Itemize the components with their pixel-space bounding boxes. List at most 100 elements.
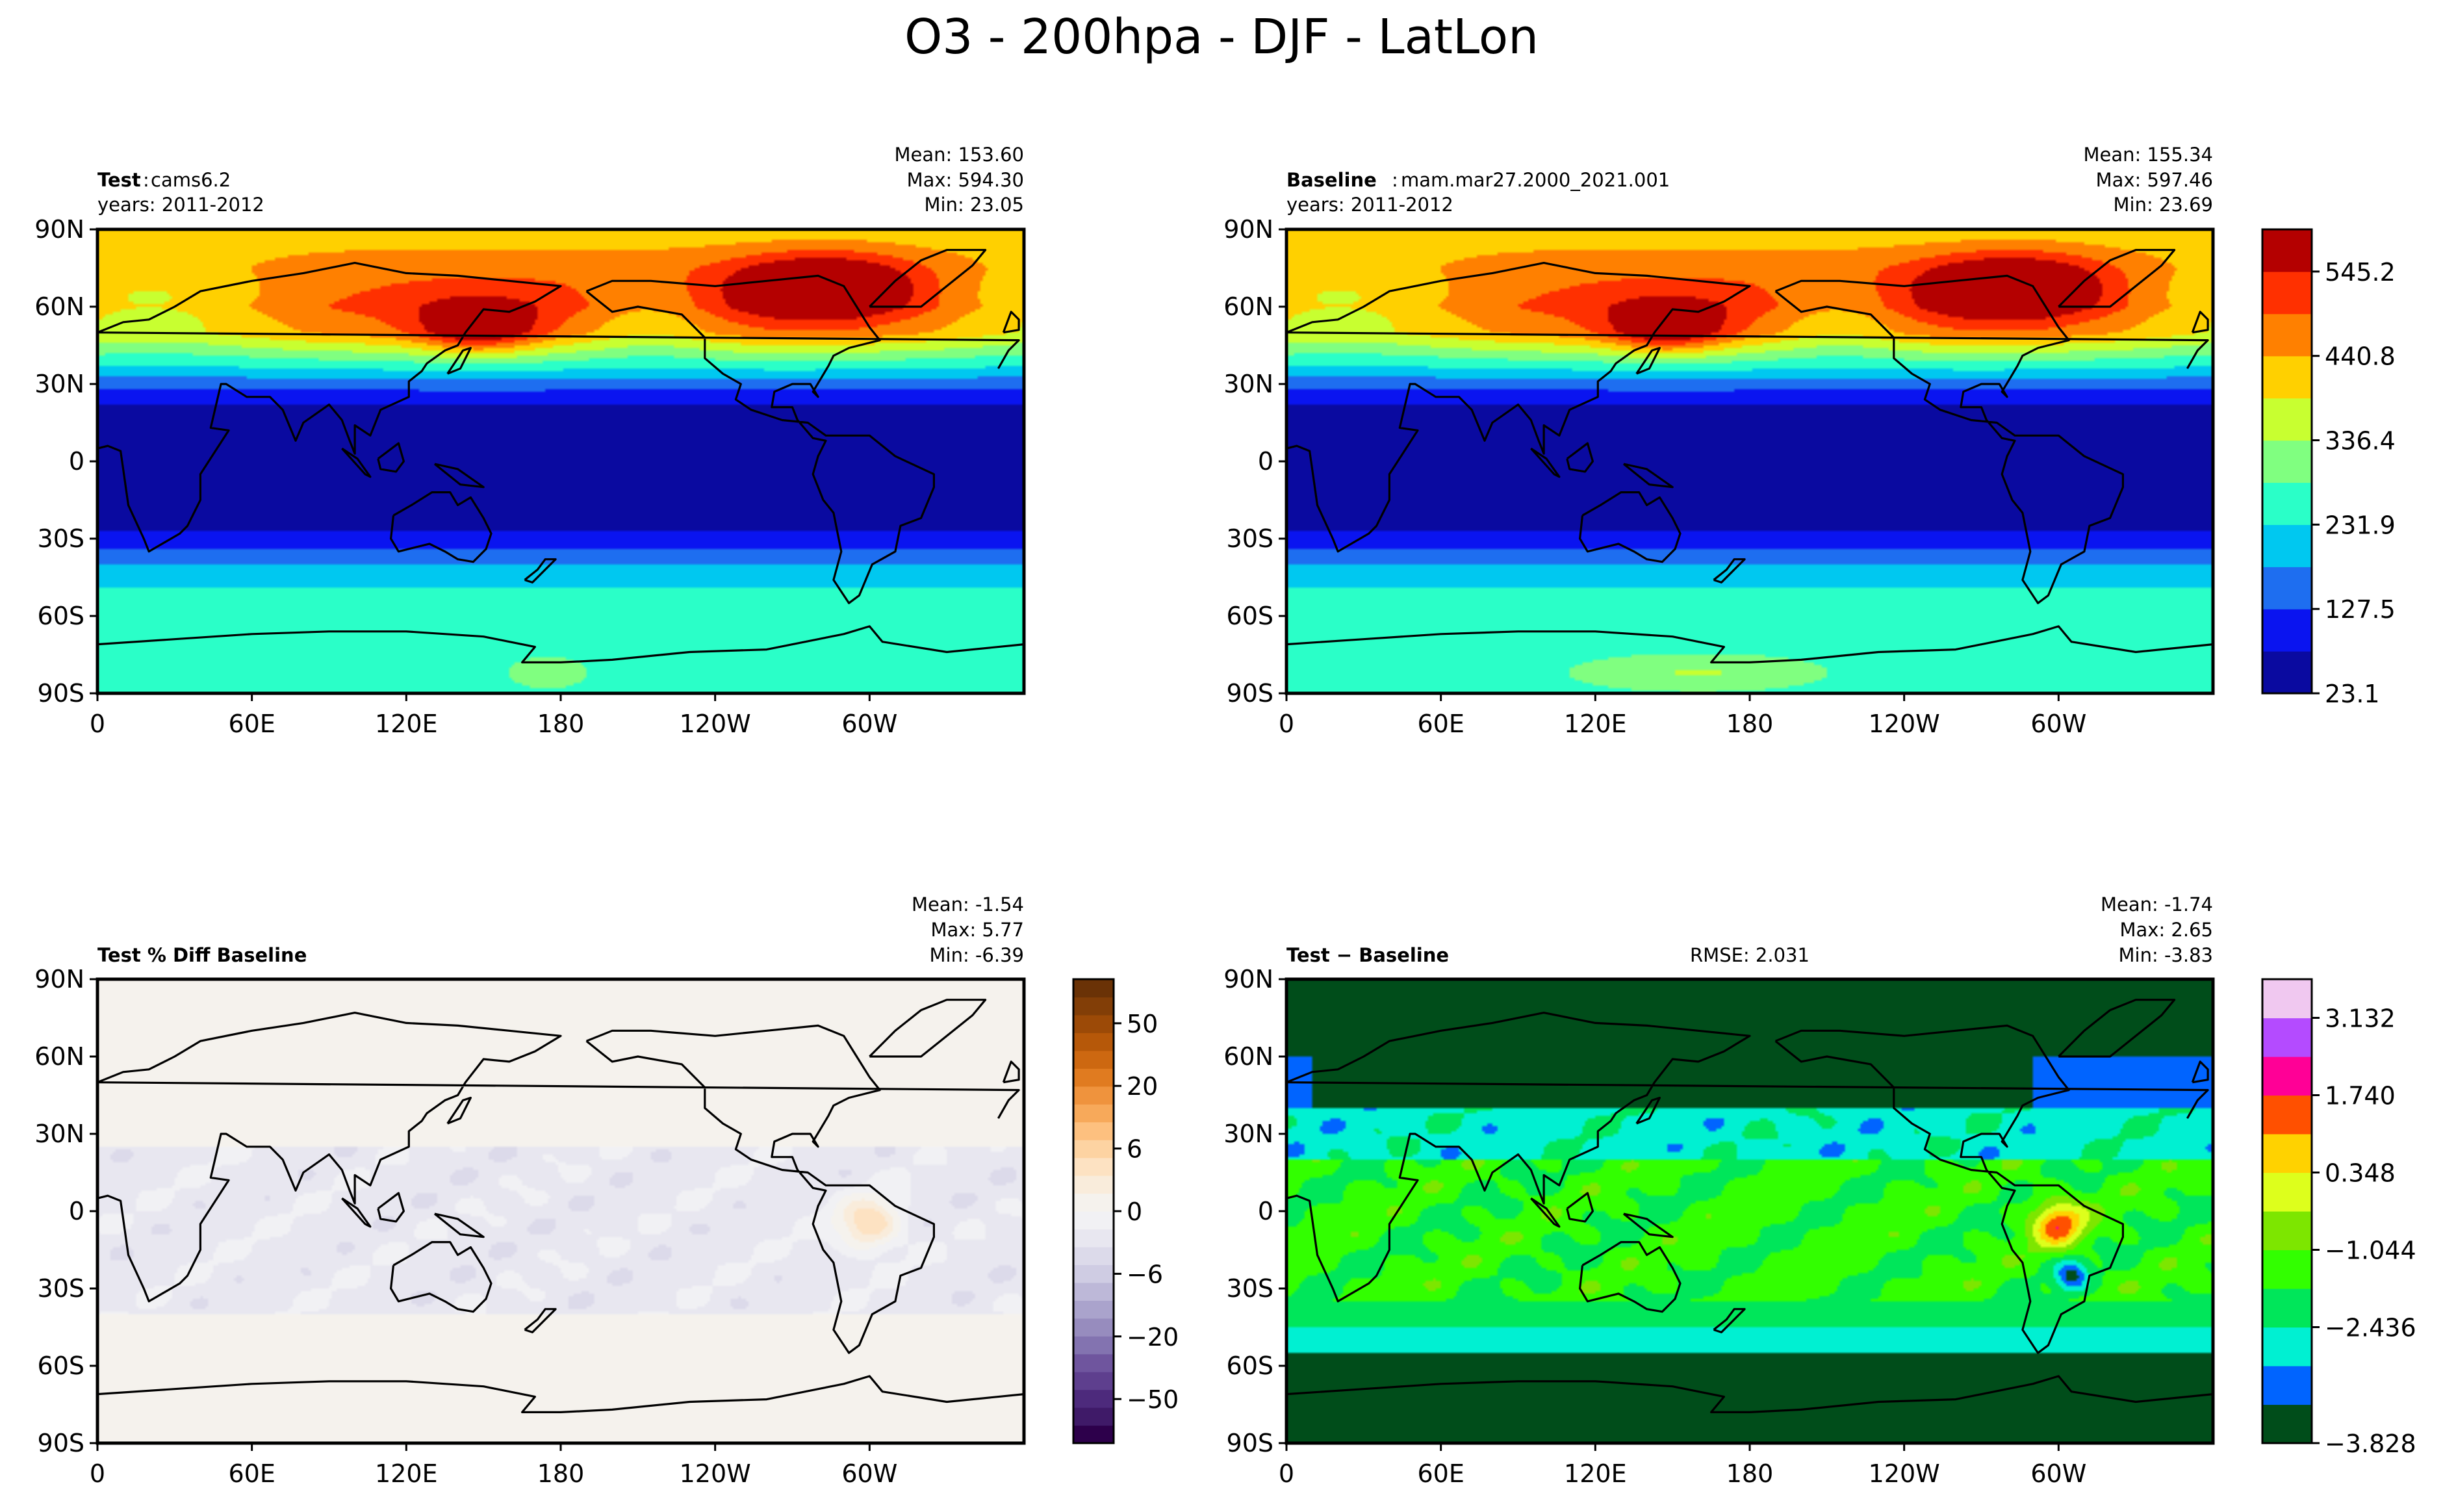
y-tick-label: 90S [38, 1429, 84, 1457]
panel-test-x-axis: 0 60E 120E 180 120W 60W [90, 693, 897, 738]
colorbar-tick-label: 545.2 [2325, 258, 2396, 287]
panel-abs-diff-field [1286, 979, 2213, 1443]
x-tick-label: 180 [1726, 1459, 1774, 1488]
panel-abs-diff-mean: Mean: -1.74 [2101, 893, 2213, 916]
colorbar-swatch [1073, 1425, 1114, 1444]
panel-abs-diff-x-axis: 0 60E 120E 180 120W 60W [1279, 1443, 2086, 1488]
panel-test-max: Max: 594.30 [907, 169, 1024, 191]
panel-baseline: Baseline : mam.mar27.2000_2021.001 years… [1223, 144, 2215, 738]
y-tick-label: 60S [38, 1352, 84, 1380]
panel-test-label-bold: Test [97, 169, 141, 191]
panel-baseline-ozone-field [1286, 229, 2213, 693]
panel-baseline-label-bold: Baseline [1286, 169, 1377, 191]
x-tick-label: 60W [2030, 710, 2086, 738]
panel-test-ozone-field [97, 229, 1024, 693]
x-tick-label: 120E [375, 1459, 438, 1488]
colorbar-swatch [1073, 979, 1114, 998]
y-tick-label: 30S [1227, 1274, 1273, 1303]
colorbar-swatch [1073, 1140, 1114, 1159]
y-tick-label: 60S [1227, 1352, 1273, 1380]
panel-baseline-label-value: mam.mar27.2000_2021.001 [1401, 169, 1670, 191]
colorbar-swatch [1073, 1246, 1114, 1265]
panel-abs-diff-coastlines [1286, 999, 2214, 1413]
panel-test-y-axis: 90N 60N 30N 0 30S 60S 90S [34, 215, 97, 708]
colorbar-swatch [2262, 1172, 2312, 1212]
x-tick-label: 180 [1726, 710, 1774, 738]
colorbar-swatch [1073, 1157, 1114, 1176]
y-tick-label: 90N [34, 215, 84, 244]
colorbar-swatch [1073, 1318, 1114, 1337]
x-tick-label: 60W [841, 710, 897, 738]
panel-test-mean: Mean: 153.60 [895, 144, 1024, 166]
panel-pct-diff-coastlines [97, 999, 1025, 1413]
panel-abs-diff-label: Test − Baseline [1286, 944, 1449, 966]
x-tick-label: 60E [228, 710, 275, 738]
panel-pct-diff-field [97, 979, 1024, 1443]
colorbar-swatch [2262, 1366, 2312, 1405]
colorbar-swatch [2262, 1327, 2312, 1366]
colorbar-swatch [1073, 1264, 1114, 1283]
y-tick-label: 60N [1223, 1042, 1273, 1071]
colorbar-swatch [1073, 1086, 1114, 1105]
y-tick-label: 60S [1227, 602, 1273, 630]
colorbar-frame [2261, 228, 2313, 695]
panel-abs-diff-min: Min: -3.83 [2119, 944, 2213, 966]
y-tick-label: 90N [1223, 965, 1273, 993]
colorbar-swatch [1073, 1353, 1114, 1372]
y-tick-label: 30S [38, 1274, 84, 1303]
panel-test-coastlines [97, 249, 1025, 663]
panel-test-label-sep: : [143, 169, 149, 191]
x-tick-label: 60E [228, 1459, 275, 1488]
colorbar-tick-label: 6 [1127, 1135, 1142, 1164]
colorbar-tick-label: 440.8 [2325, 342, 2396, 371]
x-tick-label: 120E [1564, 1459, 1627, 1488]
colorbar-tick-label: 3.132 [2325, 1005, 2396, 1033]
panel-abs-diff-rmse: RMSE: 2.031 [1690, 944, 1810, 966]
y-tick-label: 30N [34, 370, 84, 398]
panel-test-min: Min: 23.05 [925, 194, 1024, 216]
colorbar-swatch [2262, 398, 2312, 441]
colorbar-swatch [2262, 1211, 2312, 1251]
panel-baseline-years: years: 2011-2012 [1286, 194, 1453, 216]
colorbar-swatch [2262, 524, 2312, 567]
x-tick-label: 120W [680, 710, 751, 738]
y-tick-label: 60S [38, 602, 84, 630]
colorbar-swatch [1073, 1032, 1114, 1051]
colorbar-swatch [1073, 1014, 1114, 1033]
colorbar-tick-label: 50 [1127, 1010, 1158, 1038]
y-tick-label: 90S [1227, 1429, 1273, 1457]
y-tick-label: 30N [34, 1120, 84, 1148]
colorbar-tick-label: −2.436 [2325, 1314, 2416, 1342]
colorbar-swatch [2262, 567, 2312, 609]
y-tick-label: 90N [1223, 215, 1273, 244]
panel-pct-diff-y-axis: 90N 60N 30N 0 30S 60S 90S [34, 965, 97, 1457]
colorbar-swatch [2262, 609, 2312, 652]
colorbar-swatch [2262, 1095, 2312, 1134]
panel-baseline-max: Max: 597.46 [2096, 169, 2213, 191]
y-tick-label: 0 [69, 447, 84, 476]
colorbar-swatch [1073, 1068, 1114, 1087]
colorbar-swatch [2262, 440, 2312, 483]
colorbar-swatch [2262, 271, 2312, 314]
x-tick-label: 60W [841, 1459, 897, 1488]
panel-test-years: years: 2011-2012 [97, 194, 264, 216]
y-tick-label: 90S [1227, 679, 1273, 708]
x-tick-label: 0 [90, 710, 105, 738]
x-tick-label: 180 [537, 1459, 585, 1488]
colorbar-swatch [1073, 1211, 1114, 1230]
colorbar-swatch [2262, 482, 2312, 525]
colorbar-swatch [1073, 1372, 1114, 1390]
colorbar-swatch [2262, 313, 2312, 357]
panel-baseline-label-sep: : [1392, 169, 1398, 191]
x-tick-label: 120W [1869, 1459, 1940, 1488]
panel-pct-diff-min: Min: -6.39 [930, 944, 1024, 966]
panel-pct-diff-mean: Mean: -1.54 [912, 893, 1024, 916]
colorbar-tick-label: −6 [1127, 1260, 1163, 1288]
colorbar-frame [2261, 978, 2313, 1444]
colorbar-swatch [1073, 1121, 1114, 1140]
y-tick-label: 30S [38, 524, 84, 553]
panel-abs-diff-y-axis: 90N 60N 30N 0 30S 60S 90S [1223, 965, 1286, 1457]
x-tick-label: 120E [375, 710, 438, 738]
colorbar-tick-label: 0.348 [2325, 1159, 2396, 1188]
colorbar-swatch [1073, 1104, 1114, 1123]
